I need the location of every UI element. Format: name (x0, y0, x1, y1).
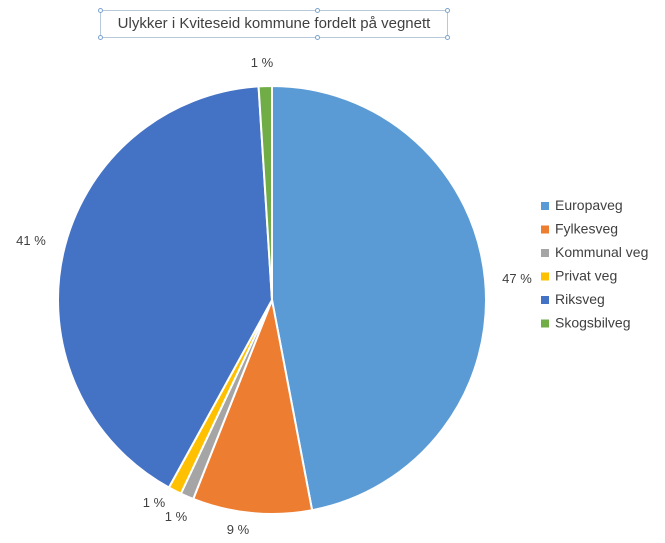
pie-slice-riksveg[interactable] (57, 85, 274, 489)
legend-swatch-privat-veg (541, 272, 549, 281)
resize-handle-bottom-left[interactable] (98, 35, 103, 40)
data-label-europaveg: 47 % (502, 271, 532, 286)
legend-swatch-riksveg (541, 296, 549, 304)
pie-slice-fylkesveg[interactable] (191, 296, 314, 515)
resize-handle-top-right[interactable] (445, 8, 450, 13)
data-label-kommunal-veg: 1 % (165, 509, 188, 524)
chart-title: Ulykker i Kviteseid kommune fordelt på v… (117, 15, 431, 32)
legend-swatch-fylkesveg (541, 225, 549, 234)
resize-handle-top-mid[interactable] (315, 8, 320, 13)
legend-swatch-europaveg (541, 202, 549, 210)
legend-swatch-kommunal-veg (541, 249, 549, 257)
legend-label-riksveg: Riksveg (555, 291, 605, 307)
data-label-privat-veg: 1 % (143, 495, 166, 510)
legend-swatch-skogsbilveg (541, 319, 549, 328)
resize-handle-bottom-mid[interactable] (315, 35, 320, 40)
legend-label-skogsbilveg: Skogsbilveg (555, 315, 631, 331)
pie-slice-europaveg[interactable] (271, 84, 487, 512)
resize-handle-bottom-right[interactable] (445, 35, 450, 40)
legend-label-kommunal-veg: Kommunal veg (555, 244, 648, 260)
legend-label-privat-veg: Privat veg (555, 268, 617, 284)
data-label-skogsbilveg: 1 % (251, 55, 274, 70)
chart-title-box[interactable]: Ulykker i Kviteseid kommune fordelt på v… (98, 8, 450, 40)
data-label-fylkesveg: 9 % (227, 522, 250, 537)
pie-slice-skogsbilveg[interactable] (257, 84, 273, 301)
legend-label-europaveg: Europaveg (555, 197, 623, 213)
data-label-riksveg: 41 % (16, 233, 46, 248)
legend-label-fylkesveg: Fylkesveg (555, 221, 618, 237)
resize-handle-top-left[interactable] (98, 8, 103, 13)
